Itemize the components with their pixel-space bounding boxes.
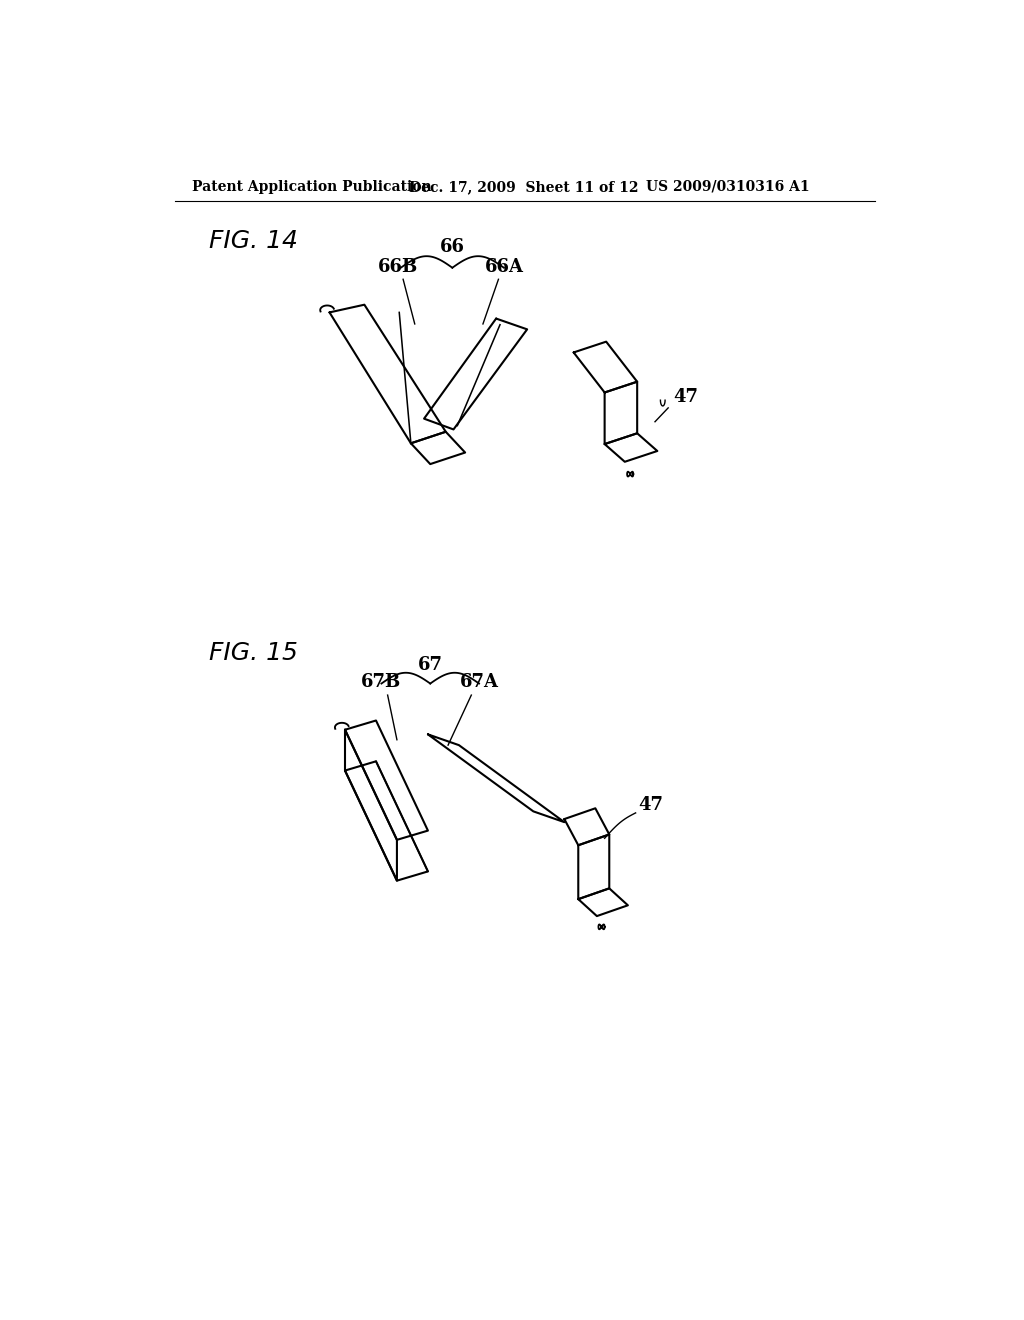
Text: 67: 67 [418, 656, 442, 675]
Text: 47: 47 [673, 388, 697, 407]
Text: FIG. 14: FIG. 14 [209, 228, 298, 253]
Text: 66: 66 [439, 239, 465, 256]
Text: 67A: 67A [460, 673, 499, 692]
Text: FIG. 15: FIG. 15 [209, 640, 298, 665]
Text: 66A: 66A [484, 257, 523, 276]
Text: Dec. 17, 2009  Sheet 11 of 12: Dec. 17, 2009 Sheet 11 of 12 [409, 180, 638, 194]
Text: US 2009/0310316 A1: US 2009/0310316 A1 [646, 180, 809, 194]
Text: 47: 47 [638, 796, 663, 814]
Text: 67B: 67B [361, 673, 401, 692]
Text: 66B: 66B [378, 257, 418, 276]
Text: Patent Application Publication: Patent Application Publication [191, 180, 431, 194]
